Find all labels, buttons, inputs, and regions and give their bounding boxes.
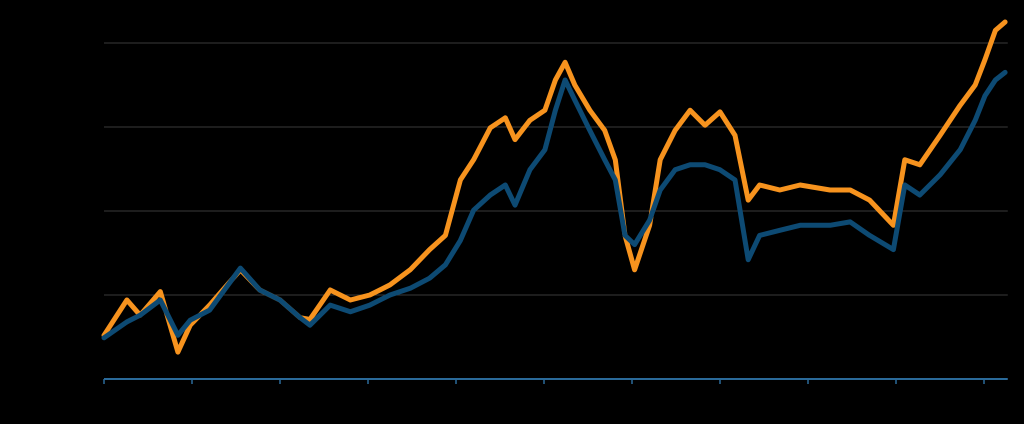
series-line <box>101 19 1008 355</box>
series-line <box>101 69 1008 341</box>
